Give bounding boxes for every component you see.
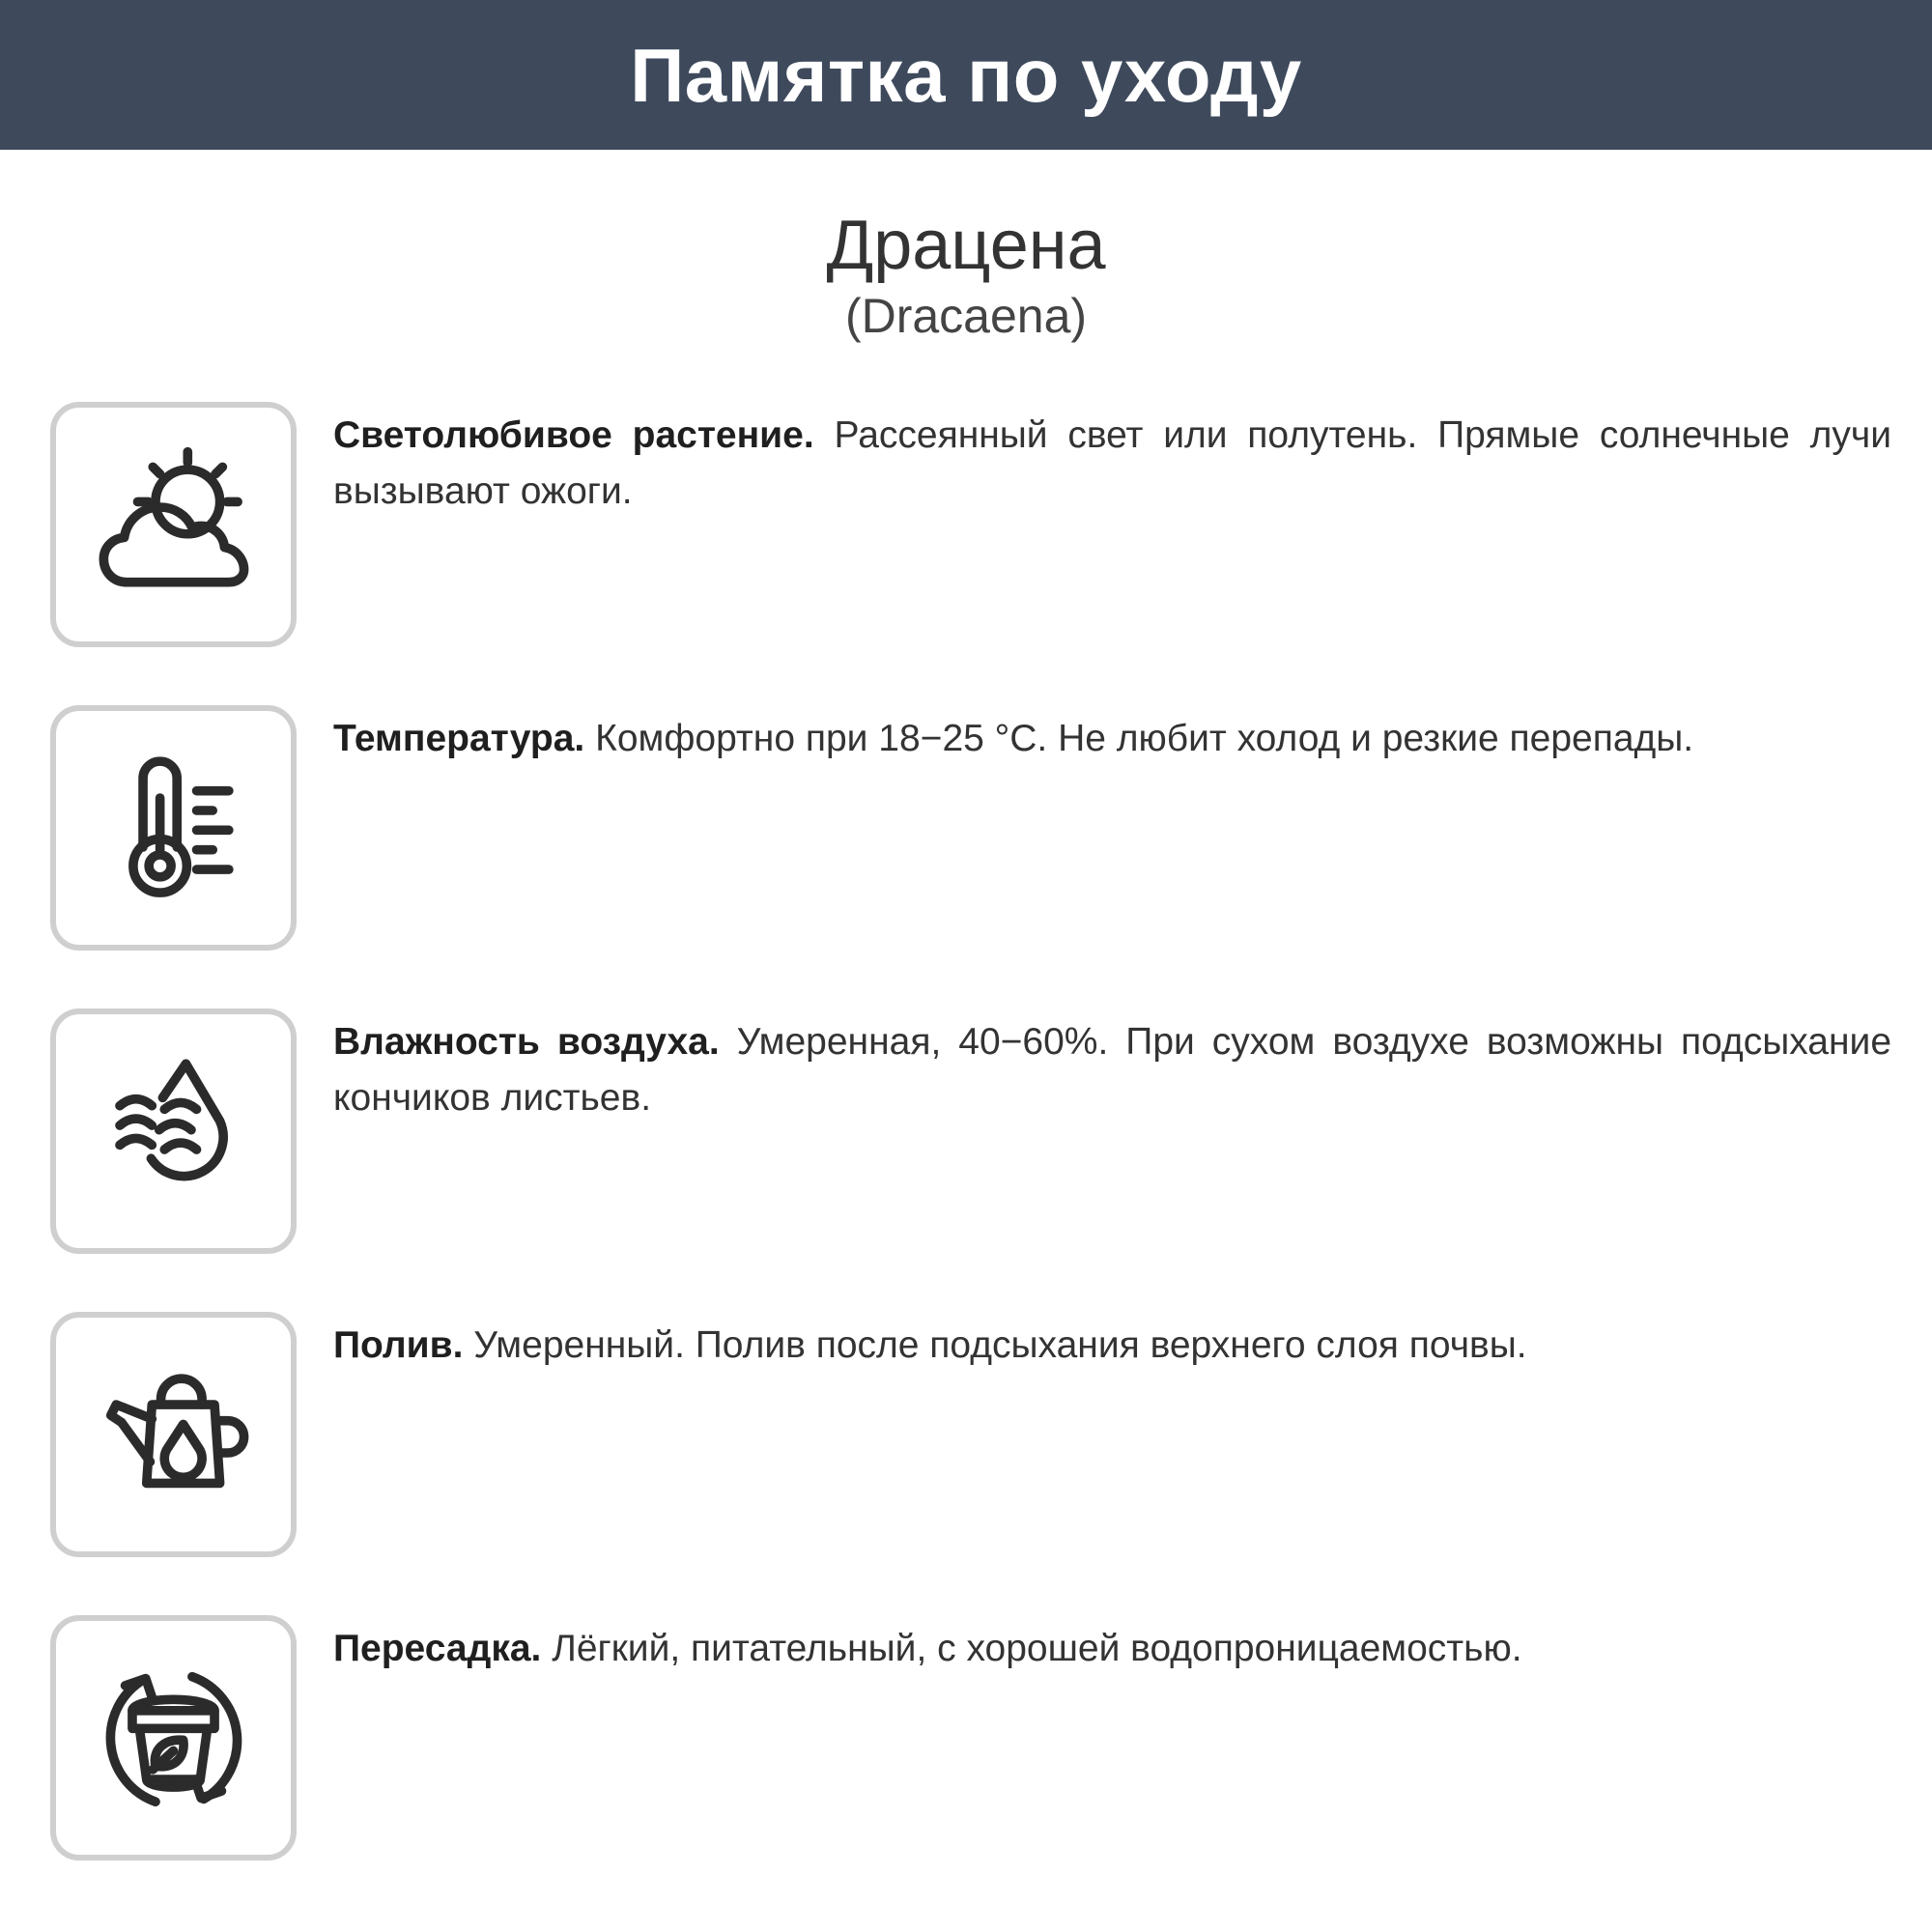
care-body-watering: Умеренный. Полив после подсыхания верхне… [463, 1324, 1527, 1366]
plant-name-block: Драцена (Dracaena) [0, 150, 1932, 344]
care-text-humidity: Влажность воздуха. Умеренная, 40−60%. Пр… [333, 1009, 1891, 1125]
care-items-list: Светолюбивое растение. Рассеянный свет и… [0, 402, 1932, 1918]
care-row-temperature: Температура. Комфортно при 18−25 °C. Не … [0, 705, 1932, 1009]
care-lead-light: Светолюбивое растение. [333, 414, 814, 456]
care-body-repotting: Лёгкий, питательный, с хорошей водопрони… [541, 1628, 1522, 1669]
care-lead-humidity: Влажность воздуха. [333, 1021, 720, 1063]
care-body-temperature: Комфортно при 18−25 °C. Не любит холод и… [584, 718, 1694, 759]
care-body-light: Рассеянный свет или полутень. Прямые сол… [333, 414, 1892, 512]
plant-latin-name: (Dracaena) [844, 288, 1088, 343]
care-text-watering: Полив. Умеренный. Полив после подсыхания… [333, 1312, 1891, 1374]
care-row-watering: Полив. Умеренный. Полив после подсыхания… [0, 1312, 1932, 1615]
icon-box-light [50, 402, 297, 647]
repotting-pot-recycle-icon [105, 1671, 242, 1806]
water-droplet-humidity-icon [115, 1058, 228, 1180]
plant-common-name: Драцена [826, 207, 1106, 284]
care-text-repotting: Пересадка. Лёгкий, питательный, с хороше… [333, 1615, 1891, 1677]
icon-box-watering [50, 1312, 297, 1557]
icon-box-temperature [50, 705, 297, 951]
care-lead-temperature: Температура. [333, 718, 585, 759]
icon-box-humidity [50, 1009, 297, 1254]
sun-behind-cloud-icon [99, 446, 249, 587]
icon-box-repotting [50, 1615, 297, 1861]
care-lead-repotting: Пересадка. [333, 1628, 542, 1669]
care-body-humidity: Умеренная, 40−60%. При сухом воздухе воз… [333, 1021, 1892, 1119]
care-lead-watering: Полив. [333, 1324, 464, 1366]
page-title: Памятка по уходу [630, 32, 1302, 118]
care-row-light: Светолюбивое растение. Рассеянный свет и… [0, 402, 1932, 705]
thermometer-icon [128, 755, 234, 897]
header-bar: Памятка по уходу [0, 0, 1932, 150]
care-row-repotting: Пересадка. Лёгкий, питательный, с хороше… [0, 1615, 1932, 1918]
care-row-humidity: Влажность воздуха. Умеренная, 40−60%. Пр… [0, 1009, 1932, 1312]
care-text-light: Светолюбивое растение. Рассеянный свет и… [333, 402, 1891, 519]
care-text-temperature: Температура. Комфортно при 18−25 °C. Не … [333, 705, 1891, 767]
watering-can-icon [105, 1373, 249, 1488]
